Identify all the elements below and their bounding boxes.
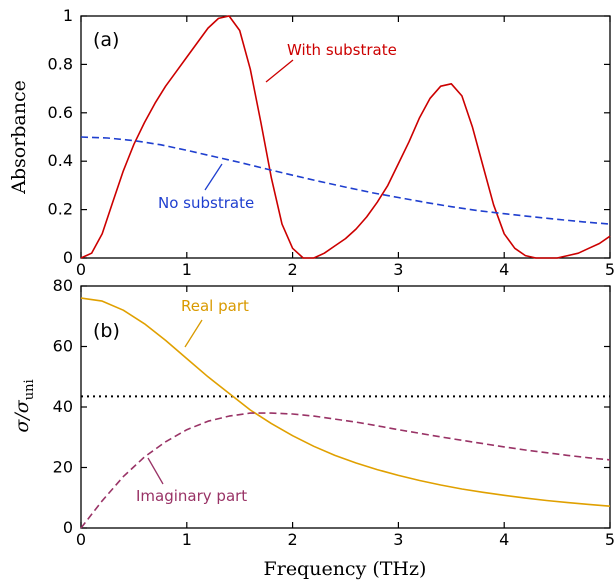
panel-a-x-tick-label: 1: [182, 260, 192, 279]
with-substrate-pointer: [265, 59, 294, 83]
series-imaginary-part: [80, 412, 611, 529]
panel-a-ylabel: Absorbance: [8, 80, 30, 195]
series-real-part: [80, 297, 611, 507]
series-no-substrate: [80, 136, 611, 225]
no-substrate-pointer: [204, 163, 223, 191]
panel-b-x-tick-label: 1: [182, 530, 192, 549]
panel-b: 0 1 2 3 4 5 0 20 40 60 80 (b) σ/σuni Frequency (TH…: [11, 276, 614, 580]
imaginary-part-pointer: [147, 457, 164, 485]
panel-a-y-tick-label: 0.4: [48, 151, 73, 170]
panel-b-ylabel-main: σ/σ: [11, 399, 33, 432]
panel-a-y-tick-label: 1: [63, 6, 73, 25]
series-with-substrate: [80, 15, 611, 259]
panel-a-y-tick-label: 0: [63, 248, 73, 267]
panel-a-y-tick-label: 0.6: [48, 103, 73, 122]
panel-a-ticks: 0 1 2 3 4 5 0 0.2 0.4 0.6 0.8 1: [48, 6, 614, 279]
panel-b-xlabel: Frequency (THz): [264, 558, 427, 580]
real-part-annotation: Real part: [181, 297, 249, 315]
with-substrate-annotation: With substrate: [287, 41, 397, 59]
panel-b-x-tick-label: 5: [605, 530, 614, 549]
panel-a-x-tick-label: 4: [499, 260, 509, 279]
panel-b-y-tick-label: 0: [63, 518, 73, 537]
panel-a-x-tick-label: 0: [76, 260, 86, 279]
panel-a-x-tick-label: 2: [288, 260, 298, 279]
real-part-pointer: [184, 319, 203, 348]
panel-b-y-tick-label: 80: [53, 276, 73, 295]
panel-b-y-tick-label: 20: [53, 458, 73, 477]
no-substrate-annotation: No substrate: [158, 194, 254, 212]
panel-b-y-tick-label: 40: [53, 397, 73, 416]
panel-a-y-tick-label: 0.8: [48, 54, 73, 73]
panel-b-label: (b): [93, 320, 120, 342]
panel-a-x-tick-label: 5: [605, 260, 614, 279]
panel-a: 0 1 2 3 4 5 0 0.2 0.4 0.6 0.8 1 (a) Absorbance With…: [8, 6, 614, 279]
panel-b-x-tick-label: 2: [288, 530, 298, 549]
panel-b-series: [80, 297, 611, 529]
imaginary-part-annotation: Imaginary part: [136, 487, 247, 505]
panel-b-x-tick-label: 4: [499, 530, 509, 549]
panel-a-y-tick-label: 0.2: [48, 200, 73, 219]
panel-a-series: [80, 15, 611, 259]
panel-b-ylabel-sub: uni: [22, 379, 37, 400]
panel-b-ticks: 0 1 2 3 4 5 0 20 40 60 80: [53, 276, 614, 549]
panel-a-x-tick-label: 3: [393, 260, 403, 279]
panel-b-x-tick-label: 3: [393, 530, 403, 549]
panel-b-ylabel: σ/σuni: [11, 379, 37, 432]
panel-a-label: (a): [93, 29, 119, 51]
panel-b-x-tick-label: 0: [76, 530, 86, 549]
panel-b-y-tick-label: 60: [53, 337, 73, 356]
